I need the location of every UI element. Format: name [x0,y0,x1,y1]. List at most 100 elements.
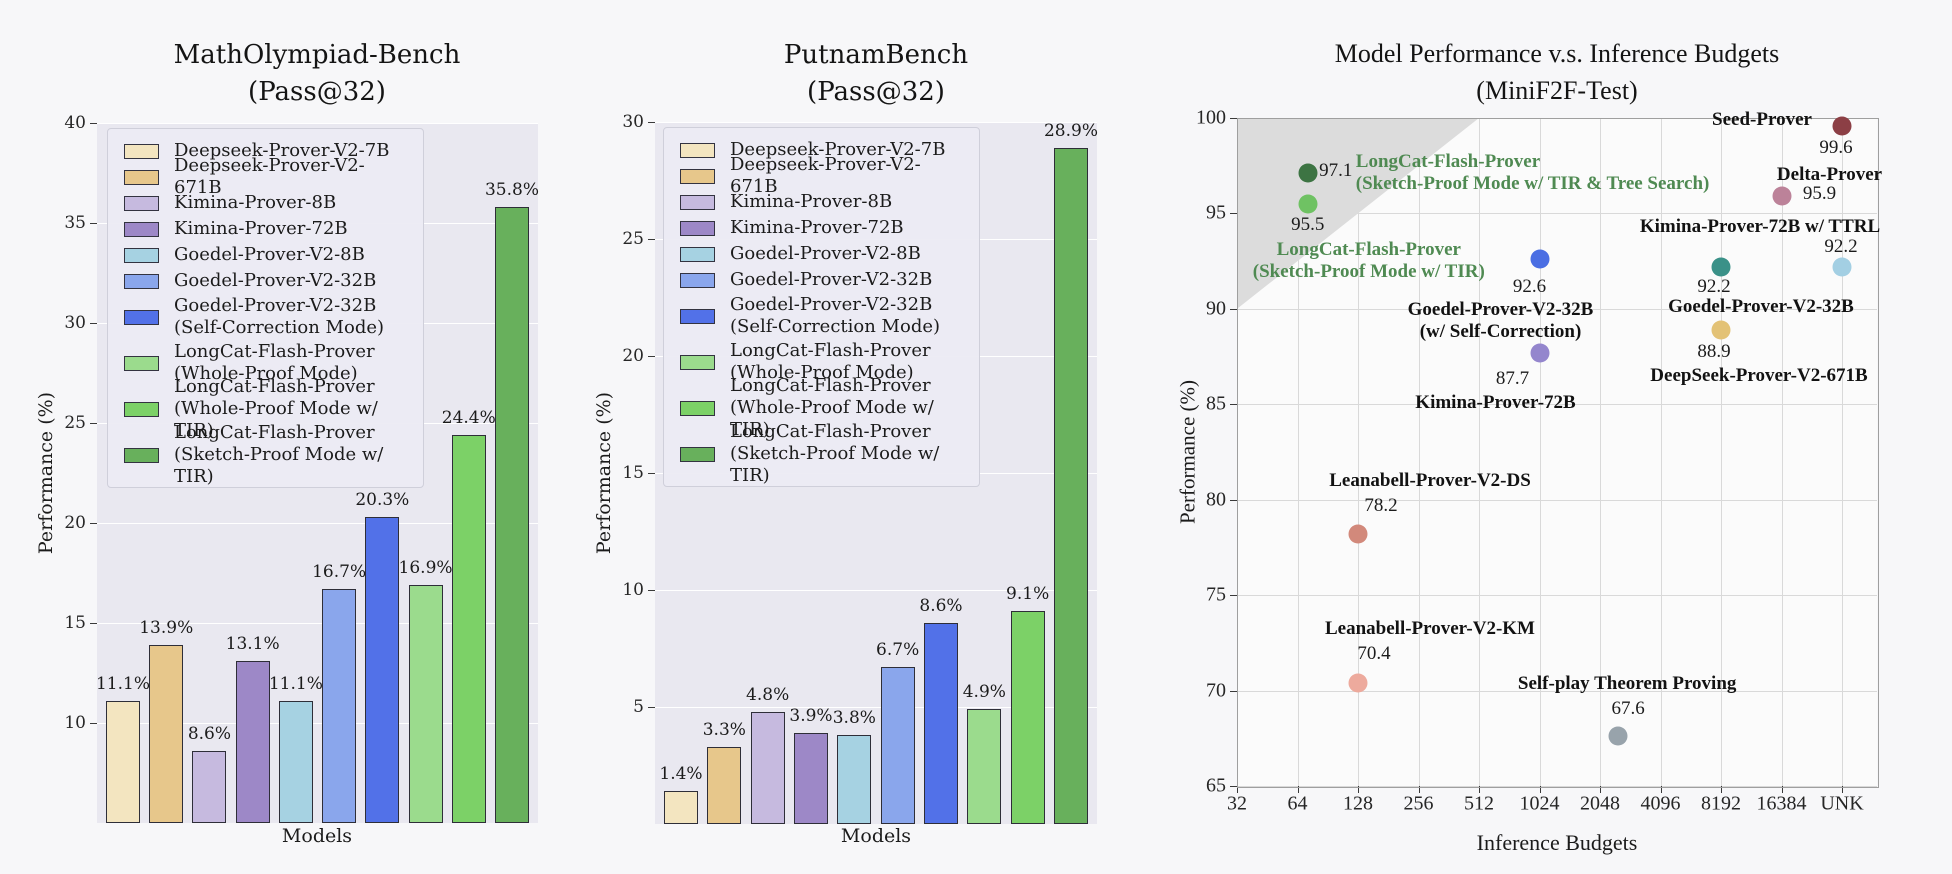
bar-value-label: 4.9% [962,682,1006,703]
legend-label: Deepseek-Prover-V2-7B [174,140,389,162]
y-tick-label: 30 [64,313,86,333]
point-value-label: 67.6 [1611,698,1645,720]
y-tick-label: 35 [64,213,86,233]
y-tick-label: 65 [1206,774,1226,797]
bar-value-label: 11.1% [268,674,323,694]
bar-1 [106,701,140,823]
legend-label-line: (Self-Correction Mode) [174,317,385,338]
gridline-y [97,723,538,724]
legend-label-line: Goedel-Prover-V2-32B [730,294,933,315]
data-point [1772,186,1791,206]
legend-entry: Deepseek-Prover-V2-7B [680,137,965,163]
point-value-label: 99.6 [1819,136,1853,158]
y-tick-label: 95 [1206,201,1226,224]
data-point [1711,320,1731,340]
gridline-y [97,523,538,524]
legend-label-line: Deepseek-Prover-V2-7B [174,140,390,161]
y-tick-mark [90,123,97,124]
x-tick-mark [1479,786,1480,793]
point-name-label: (Sketch-Proof Mode w/ TIR) [1252,260,1485,282]
legend-label-line: Goedel-Prover-V2-8B [174,244,365,265]
y-tick-label: 25 [64,413,86,433]
legend-label-line: (Whole-Proof Mode w/ TIR) [730,397,934,440]
chart2-ylabel: Performance (%) [593,391,615,555]
point-name-label: DeepSeek-Prover-V2-671B [1650,364,1868,386]
y-tick-mark [90,523,97,524]
bar-7 [924,622,958,824]
legend-entry: Goedel-Prover-V2-32B [124,268,409,294]
data-point [1530,343,1549,363]
bar-value-label: 35.8% [484,180,540,200]
legend-box: Deepseek-Prover-V2-7B Deepseek-Prover-V2-… [107,128,424,488]
gridline-y [97,123,538,124]
bar-value-label: 16.9% [398,558,453,578]
legend-label: Deepseek-Prover-V2-671B [730,154,965,198]
gridline-x [1418,118,1420,786]
legend-label-line: Goedel-Prover-V2-32B [174,270,377,291]
x-tick-mark [1539,786,1541,793]
legend-label: Kimina-Prover-72B [730,217,904,239]
gridline-x [1479,118,1480,786]
gridline-y [1237,499,1877,501]
chart3-title-line2: (MiniF2F-Test) [1476,76,1638,105]
legend-label: LongCat-Flash-Prover (Whole-Proof Mode w/… [174,376,409,442]
legend-entry: LongCat-Flash-Prover (Whole-Proof Mode w/… [124,376,409,441]
y-tick-label: 100 [1196,106,1226,129]
y-tick-label: 85 [1206,392,1226,415]
bar-value-label: 8.6% [919,595,963,616]
gridline-x [1297,118,1299,786]
y-tick-mark [648,122,655,123]
gridline-y [1237,595,1877,597]
legend-label-line: Kimina-Prover-8B [730,191,893,212]
plot-area [1237,118,1877,786]
legend-label-line: (Self-Correction Mode) [730,316,941,337]
bar-value-label: 3.8% [832,708,876,729]
gridline-y [1237,404,1877,406]
legend-swatch [124,355,159,371]
y-tick-mark [1230,308,1237,310]
point-name-label: Kimina-Prover-72B [1415,391,1576,413]
gridline-x [1600,118,1601,786]
legend-label-line: LongCat-Flash-Prover [174,376,375,397]
data-point [1298,163,1318,183]
legend-swatch [680,246,715,262]
point-value-label: 88.9 [1697,340,1731,362]
legend-label: LongCat-Flash-Prover (Whole-Proof Mode) [174,341,375,385]
legend-entry: Kimina-Prover-72B [124,216,409,242]
legend-label: Goedel-Prover-V2-8B [730,243,921,265]
legend-label-line: LongCat-Flash-Prover [174,341,375,362]
bar-6 [880,667,915,824]
y-tick-mark [1230,595,1237,597]
gridline-x [1539,118,1541,786]
legend-swatch [680,400,715,416]
legend-label: Goedel-Prover-V2-8B [174,244,365,266]
y-tick-mark [648,239,655,240]
shaded-region [1237,118,1479,309]
legend-label-line: Deepseek-Prover-V2-671B [730,154,921,197]
point-value-label: 92.2 [1824,235,1858,257]
point-name-label: (w/ Self-Correction) [1419,321,1582,343]
bar-value-label: 28.9% [1043,120,1099,141]
y-tick-label: 15 [622,463,644,483]
point-name-label: Self-play Theorem Proving [1517,673,1737,695]
point-name-label: (Sketch-Proof Mode w/ TIR & Tree Search) [1355,173,1710,195]
point-value-label: 87.7 [1495,367,1530,389]
point-name-label: Kimina-Prover-72B w/ TTRL [1639,215,1881,237]
chart1-ylabel: Performance (%) [35,391,57,555]
y-tick-label: 20 [64,513,86,533]
point-name-label: Goedel-Prover-V2-32B [1407,299,1594,321]
y-tick-label: 30 [622,112,644,132]
legend-label: Goedel-Prover-V2-32B [174,270,376,292]
gridline-y [1237,213,1877,215]
x-tick-mark [1781,786,1783,793]
y-tick-mark [648,356,655,357]
y-tick-mark [648,590,655,591]
x-tick-mark [1237,786,1238,793]
legend-label-line: Kimina-Prover-72B [730,217,904,238]
y-tick-label: 90 [1206,297,1226,320]
legend-entry: LongCat-Flash-Prover (Sketch-Proof Mode w… [680,421,965,486]
legend-swatch [680,142,715,158]
legend-entry: Goedel-Prover-V2-32B (Self-Correction Mod… [680,293,965,339]
legend-entry: Goedel-Prover-V2-8B [124,242,409,268]
